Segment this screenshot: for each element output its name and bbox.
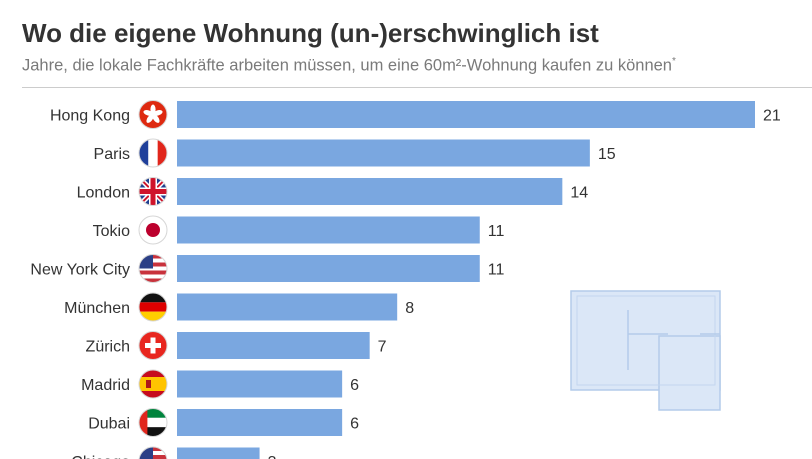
germany-flag-icon bbox=[138, 292, 168, 322]
bar bbox=[177, 216, 480, 244]
usa-flag-icon bbox=[138, 254, 168, 283]
category-label: Chicago bbox=[71, 454, 130, 459]
bar-row: Tokio 11 bbox=[93, 215, 505, 245]
category-label: Paris bbox=[94, 146, 130, 163]
category-label: New York City bbox=[30, 262, 130, 279]
bar-row: Madrid 6 bbox=[81, 369, 359, 399]
bar bbox=[177, 370, 343, 398]
bar bbox=[177, 139, 590, 167]
bar-row: München 8 bbox=[64, 292, 414, 322]
footnote-mark: * bbox=[672, 56, 676, 67]
category-label: München bbox=[64, 300, 130, 317]
spain-flag-icon bbox=[138, 369, 168, 399]
category-label: Hong Kong bbox=[50, 108, 130, 125]
bar bbox=[177, 332, 370, 359]
value-label: 8 bbox=[405, 300, 414, 317]
bar-row: Chicago 3 bbox=[71, 446, 277, 459]
chart-subtitle: Jahre, die lokale Fachkräfte arbeiten mü… bbox=[22, 56, 676, 76]
chart-title: Wo die eigene Wohnung (un-)erschwinglich… bbox=[22, 18, 599, 48]
value-label: 14 bbox=[570, 185, 588, 202]
category-label: Tokio bbox=[93, 223, 130, 240]
value-label: 21 bbox=[763, 108, 781, 125]
value-label: 6 bbox=[350, 377, 359, 394]
value-label: 7 bbox=[378, 339, 387, 356]
bar-row: London 14 bbox=[77, 177, 588, 206]
category-label: London bbox=[77, 185, 130, 202]
uae-flag-icon bbox=[138, 408, 168, 437]
hong-kong-flag-icon bbox=[138, 100, 168, 129]
uk-flag-icon bbox=[138, 177, 168, 206]
bar bbox=[177, 447, 260, 459]
subtitle-text: Jahre, die lokale Fachkräfte arbeiten mü… bbox=[22, 56, 672, 75]
bar-row: Zürich 7 bbox=[86, 331, 387, 360]
usa-flag-icon bbox=[138, 446, 168, 459]
category-label: Zürich bbox=[86, 339, 130, 356]
value-label: 6 bbox=[350, 416, 359, 433]
switzerland-flag-icon bbox=[138, 331, 168, 360]
value-label: 15 bbox=[598, 146, 616, 163]
bar-row: Hong Kong 21 bbox=[50, 100, 781, 129]
france-flag-icon bbox=[138, 138, 168, 168]
value-label: 3 bbox=[268, 454, 277, 459]
bar bbox=[177, 293, 398, 321]
category-label: Madrid bbox=[81, 377, 130, 394]
bar-row: Paris 15 bbox=[94, 138, 616, 168]
watermark-logo bbox=[570, 290, 721, 411]
japan-flag-icon bbox=[138, 215, 168, 245]
bar-row: Dubai 6 bbox=[88, 408, 359, 437]
bar bbox=[177, 178, 563, 205]
value-label: 11 bbox=[488, 223, 505, 240]
bar bbox=[177, 101, 755, 128]
bar-row: New York City 11 bbox=[30, 254, 505, 283]
value-label: 11 bbox=[488, 262, 505, 279]
bar bbox=[177, 255, 480, 282]
header-divider bbox=[22, 87, 812, 88]
bar bbox=[177, 409, 343, 436]
category-label: Dubai bbox=[88, 416, 130, 433]
